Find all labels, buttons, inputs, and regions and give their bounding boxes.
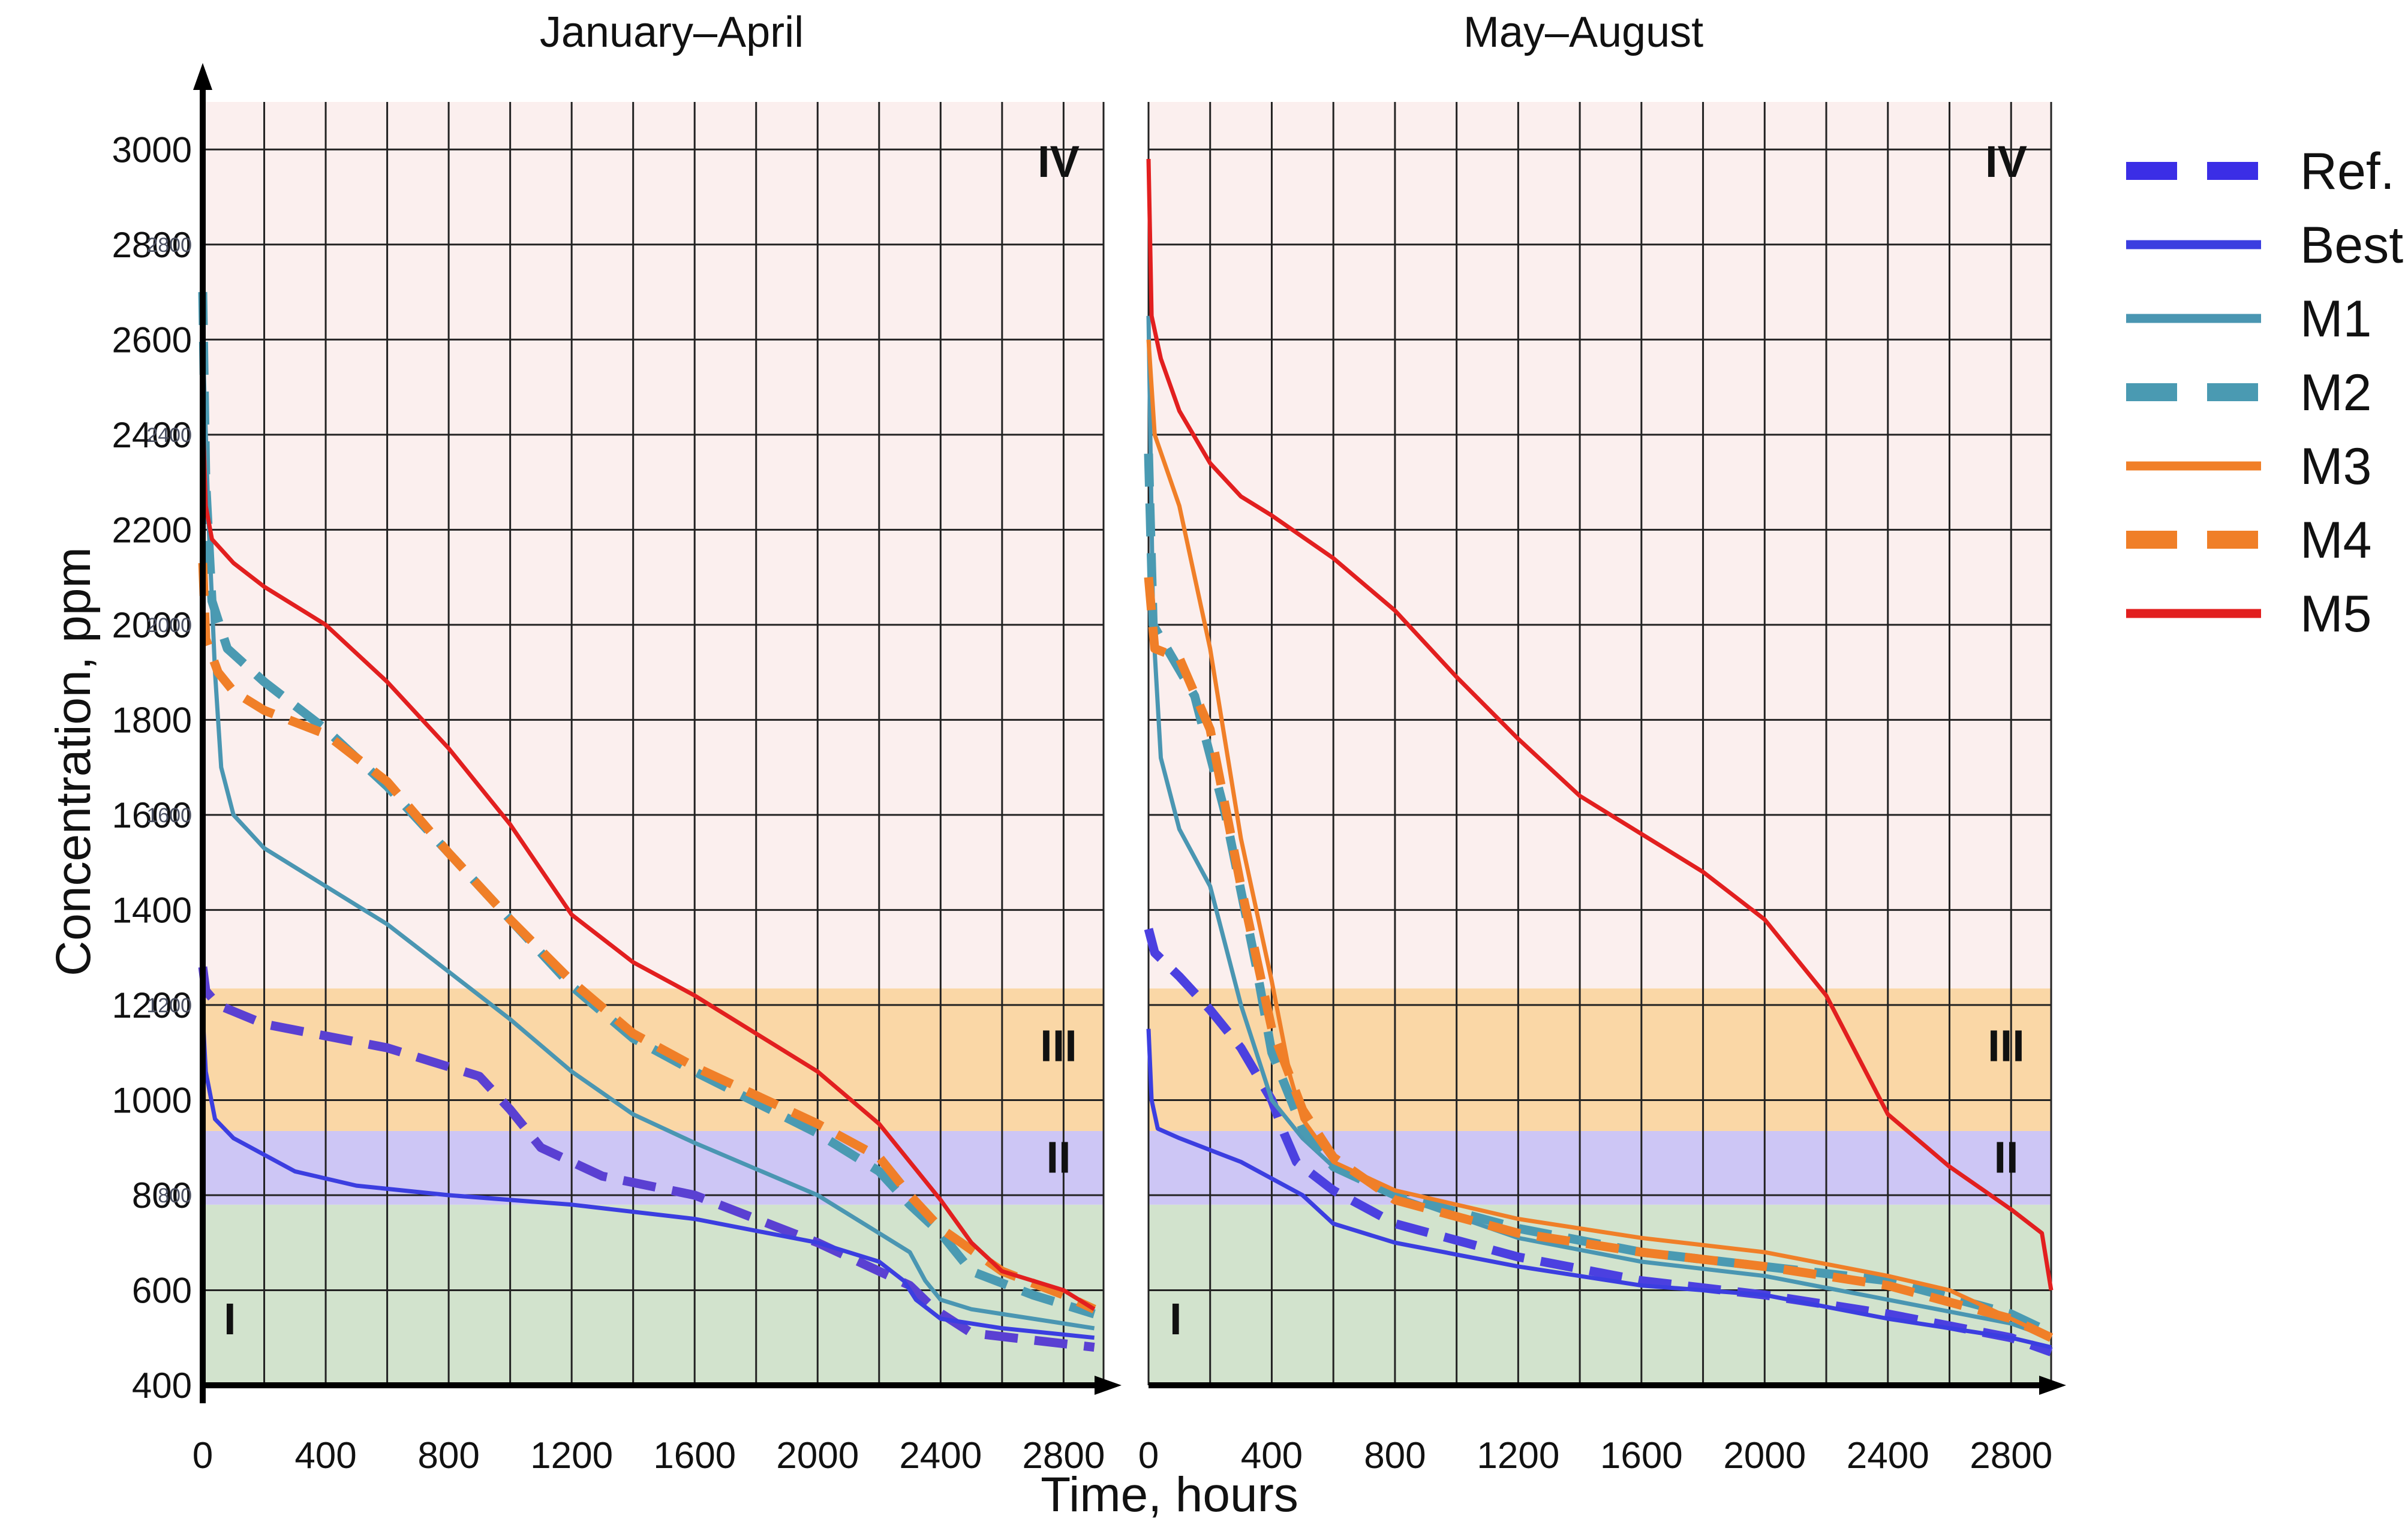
y-tick-label: 2000 — [112, 605, 192, 645]
series-line-m5 — [1146, 159, 2054, 1291]
x-tick-label-right: 1200 — [1477, 1435, 1559, 1476]
x-tick-label-left: 1200 — [530, 1435, 613, 1476]
x-tick-label-right: 400 — [1241, 1435, 1303, 1476]
series-line-m4 — [1144, 576, 2054, 1342]
series-line-best — [1146, 1028, 2052, 1350]
zone-band-iv — [203, 102, 1104, 989]
x-axis-arrow-right — [2039, 1376, 2066, 1395]
y-tick-label: 2600 — [112, 320, 192, 360]
legend: Ref. Best M1 M2 M3 M4 M5 — [2126, 143, 2403, 643]
panel-title-left: January–April — [540, 8, 804, 56]
series-line-best — [200, 1014, 1095, 1340]
panel-title-right: May–August — [1463, 8, 1703, 56]
zone-band-iv — [1149, 102, 2051, 989]
zone-label-i: I — [224, 1294, 236, 1344]
x-tick-label-right: 2000 — [1723, 1435, 1806, 1476]
y-tick-label-small: 2800 — [146, 234, 192, 257]
legend-label-m4: M4 — [2300, 512, 2371, 569]
legend-label-m2: M2 — [2300, 364, 2371, 422]
y-tick-label: 1400 — [112, 890, 192, 930]
zone-band-iii — [203, 988, 1104, 1131]
y-tick-label: 2800 — [112, 225, 192, 265]
y-tick-label-small: 1200 — [146, 994, 192, 1017]
y-tick-label: 1600 — [112, 795, 192, 835]
zone-label-iv: IV — [1985, 137, 2027, 187]
legend-label-m5: M5 — [2300, 585, 2371, 643]
y-tick-label-small: 800 — [158, 1184, 192, 1207]
series-line-m1 — [200, 339, 1095, 1331]
zone-label-iii: III — [1988, 1021, 2025, 1070]
x-tick-label-right: 2400 — [1847, 1435, 1929, 1476]
zone-band-ii — [203, 1130, 1104, 1205]
x-tick-label-right: 2800 — [1970, 1435, 2052, 1476]
series-line-ref — [198, 966, 1095, 1352]
x-tick-label-left: 0 — [193, 1435, 213, 1476]
y-axis-label: Concentration, ppm — [46, 547, 101, 976]
x-tick-label-right: 0 — [1138, 1435, 1159, 1476]
legend-label-best: Best — [2300, 216, 2403, 274]
series-group-left — [198, 291, 1096, 1352]
series-group-right — [1144, 159, 2054, 1356]
series-line-m2 — [198, 291, 1096, 1319]
x-tick-label-left: 2000 — [776, 1435, 859, 1476]
legend-label-ref: Ref. — [2300, 143, 2395, 200]
zone-label-iii: III — [1040, 1021, 1077, 1070]
zone-band-i — [1149, 1204, 2051, 1385]
x-tick-label-left: 2400 — [899, 1435, 982, 1476]
legend-label-m3: M3 — [2300, 438, 2371, 495]
legend-label-m1: M1 — [2300, 290, 2371, 348]
y-tick-label: 800 — [132, 1175, 192, 1216]
x-tick-label-left: 1600 — [653, 1435, 736, 1476]
y-tick-label: 2400 — [112, 415, 192, 455]
series-line-m5 — [200, 411, 1096, 1312]
x-tick-label-left: 400 — [294, 1435, 356, 1476]
y-tick-label-small: 2400 — [146, 424, 192, 447]
y-tick-label: 2200 — [112, 510, 192, 550]
x-tick-label-right: 800 — [1364, 1435, 1426, 1476]
y-tick-labels: 400 600 800 1000 1200 1400 1600 1800 2000 2200 240… — [112, 130, 192, 1406]
zone-label-i: I — [1170, 1294, 1182, 1344]
x-tick-label-left: 2800 — [1022, 1435, 1105, 1476]
x-axis-label: Time, hours — [1041, 1467, 1298, 1522]
zone-label-ii: II — [1046, 1133, 1071, 1183]
zone-label-ii: II — [1994, 1133, 2018, 1183]
y-tick-label-small: 2000 — [146, 614, 192, 637]
y-tick-label: 1200 — [112, 985, 192, 1025]
y-tick-label: 3000 — [112, 130, 192, 170]
y-axis-arrow — [193, 63, 212, 90]
series-line-ref — [1144, 928, 2053, 1356]
axes — [193, 63, 2066, 1403]
y-tick-label: 600 — [132, 1270, 192, 1310]
y-tick-label: 1000 — [112, 1080, 192, 1120]
zone-band-i — [203, 1204, 1104, 1385]
y-tick-label-small: 1600 — [146, 804, 192, 827]
x-tick-label-right: 1600 — [1600, 1435, 1683, 1476]
x-axis-arrow-left — [1095, 1376, 1122, 1395]
y-tick-label: 400 — [132, 1365, 192, 1406]
zones-right — [1149, 102, 2051, 1385]
x-tick-labels: 0 400 800 1200 1600 2000 2400 2800 0 400 800 1200 16… — [193, 1435, 2052, 1476]
x-tick-label-left: 800 — [417, 1435, 479, 1476]
zone-label-iv: IV — [1038, 137, 1080, 187]
y-tick-label: 1800 — [112, 700, 192, 740]
